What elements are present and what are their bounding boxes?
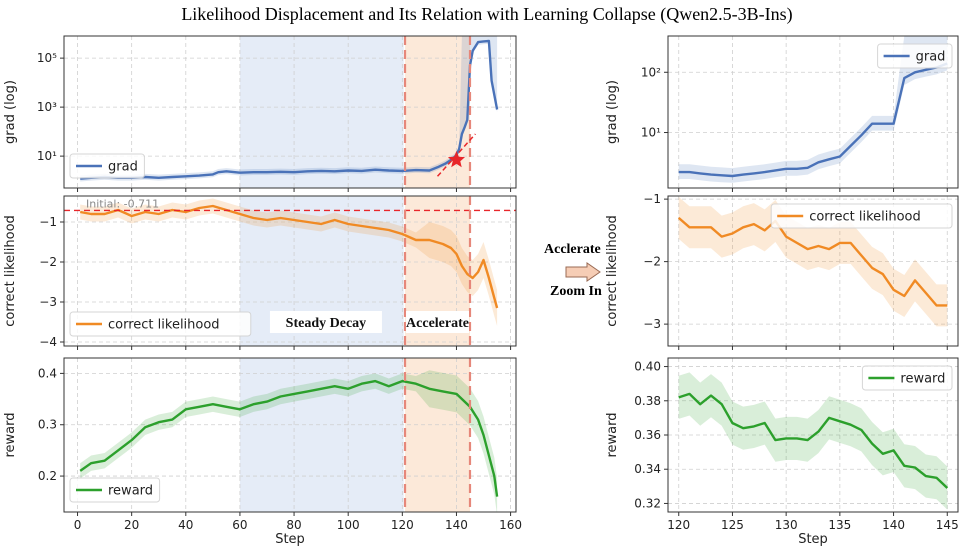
x-tick-label: 60 — [232, 518, 247, 532]
y-tick-label: −3 — [643, 317, 661, 331]
axes-frame — [667, 195, 959, 347]
legend-label: reward — [108, 484, 153, 499]
x-tick-label: 135 — [828, 518, 851, 532]
y-tick-label: −3 — [39, 295, 57, 309]
x-axis-label: Step — [798, 532, 828, 547]
series-line-reward — [79, 379, 499, 497]
legend-box — [69, 477, 161, 503]
y-axis-label: correct likelihood — [605, 215, 620, 327]
confidence-band — [678, 372, 948, 510]
legend-box — [861, 365, 953, 391]
y-tick-label: 0.36 — [634, 428, 661, 442]
steady-decay-label: Steady Decay — [286, 316, 367, 331]
confidence-band — [678, 196, 948, 327]
legend-box — [877, 43, 953, 69]
steady-decay-label-bg — [269, 311, 382, 333]
x-axis-label: Step — [275, 532, 305, 547]
series-line-reward — [678, 392, 949, 489]
x-tick-label: 145 — [936, 518, 959, 532]
y-axis-label: grad (log) — [3, 80, 18, 144]
y-tick-label: 0.2 — [38, 469, 57, 483]
y-tick-label: 10¹ — [37, 149, 57, 163]
series-line-correct-likelihood — [79, 204, 499, 309]
arrow-top-label: Acclerate — [544, 242, 601, 257]
y-tick-label: −2 — [643, 255, 661, 269]
accelerate-label-bg — [406, 311, 469, 333]
legend-label: correct likelihood — [809, 210, 921, 225]
y-tick-label: 0.3 — [38, 418, 57, 432]
x-tick-label: 100 — [337, 518, 360, 532]
legend-label: grad — [108, 160, 138, 175]
y-tick-label: 10² — [641, 65, 661, 79]
legend-box — [770, 203, 953, 229]
y-tick-label: 0.34 — [634, 462, 661, 476]
legend-box — [69, 153, 145, 179]
panel-left_reward: 0.2 0.3 0.4 reward 0 20 40 60 80 100 120 140 160 Step… — [3, 357, 522, 547]
legend-box — [69, 311, 252, 337]
axes-frame — [667, 35, 959, 189]
y-tick-label: −1 — [39, 215, 57, 229]
zoom-arrow-icon — [565, 262, 601, 282]
y-tick-label: 0.40 — [634, 360, 661, 374]
initial-label: Initial: -0.711 — [86, 197, 159, 210]
steady-decay-band — [239, 36, 404, 188]
x-tick-label: 140 — [445, 518, 468, 532]
y-tick-label: 10¹ — [641, 126, 661, 140]
steady-decay-band — [239, 358, 404, 512]
legend-label: correct likelihood — [108, 318, 220, 333]
arrow-bottom-label: Zoom In — [550, 284, 602, 299]
y-axis-label: grad (log) — [605, 80, 620, 144]
panel-right_reward: 0.32 0.34 0.36 0.38 0.40 reward 120 125 130 135 14… — [605, 357, 959, 547]
series-line-grad — [80, 39, 499, 180]
panel-left_grad: 10¹ 10³ 10⁵ grad (log) grad — [3, 35, 517, 192]
x-tick-label: 80 — [286, 518, 301, 532]
x-tick-label: 0 — [74, 518, 82, 532]
figure-title: Likelihood Displacement and Its Relation… — [181, 4, 793, 24]
series-line-correct-likelihood — [677, 216, 948, 307]
zoom-arrow-group: Acclerate Zoom In — [540, 240, 610, 302]
x-tick-label: 160 — [499, 518, 522, 532]
axes-frame — [63, 357, 517, 513]
panel-right_likelihood: −1 −2 −3 correct likelihood correct likeliho… — [605, 192, 959, 350]
panel-right_grad: 10¹ 10² grad (log) grad — [605, 35, 959, 192]
axes-frame — [63, 195, 517, 347]
y-tick-label: 10⁵ — [37, 51, 57, 65]
y-tick-label: 10³ — [37, 100, 57, 114]
x-tick-label: 120 — [391, 518, 414, 532]
legend-label: grad — [916, 50, 946, 65]
panel-left_likelihood: Initial: -0.711 −1 −2 −3 −4 correct likelihoo… — [3, 195, 517, 350]
series-line-grad — [678, 62, 948, 178]
x-tick-label: 130 — [775, 518, 798, 532]
y-axis-label: reward — [605, 412, 620, 457]
y-axis-label: correct likelihood — [3, 215, 18, 327]
y-tick-label: 0.32 — [634, 496, 661, 510]
x-tick-label: 20 — [124, 518, 139, 532]
y-axis-label: reward — [3, 412, 18, 457]
x-tick-label: 120 — [667, 518, 690, 532]
legend-label: reward — [900, 372, 945, 387]
star-marker-icon — [447, 150, 465, 168]
y-tick-label: −1 — [643, 192, 661, 206]
y-tick-label: −4 — [39, 335, 57, 349]
y-tick-label: 0.4 — [38, 366, 57, 380]
y-tick-label: 0.38 — [634, 394, 661, 408]
x-tick-label: 125 — [721, 518, 744, 532]
x-tick-label: 40 — [178, 518, 193, 532]
axes-frame — [63, 35, 517, 189]
confidence-band — [80, 370, 498, 512]
x-tick-label: 140 — [882, 518, 905, 532]
y-tick-label: −2 — [39, 255, 57, 269]
accelerate-label: Accelerate — [406, 316, 469, 331]
